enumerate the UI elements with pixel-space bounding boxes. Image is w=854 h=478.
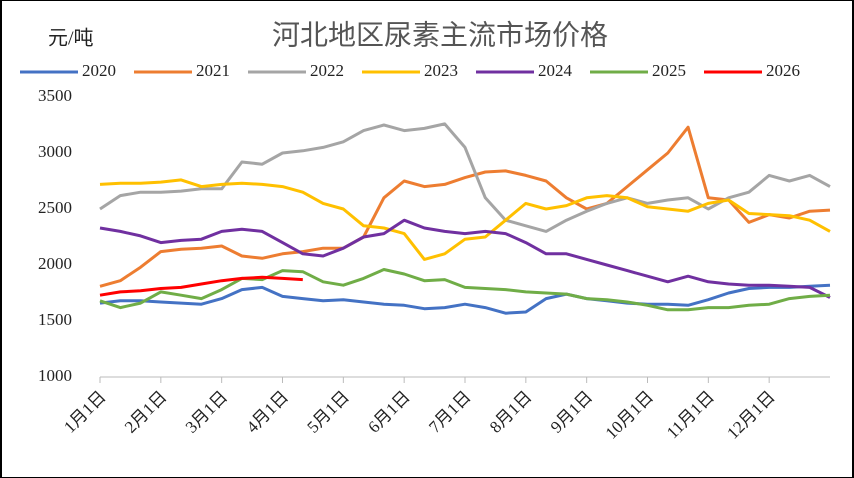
- y-tick-label: 1000: [38, 366, 72, 385]
- legend-label: 2020: [82, 61, 116, 80]
- series-line: [99, 178, 831, 261]
- series-line: [99, 122, 831, 233]
- y-tick-label: 3000: [38, 142, 72, 161]
- legend-label: 2024: [538, 61, 573, 80]
- legend-label: 2022: [310, 61, 344, 80]
- chart-title: 河北地区尿素主流市场价格: [272, 19, 608, 51]
- series-line: [99, 268, 831, 312]
- y-tick-label: 2000: [38, 254, 72, 273]
- y-tick-label: 2500: [38, 198, 72, 217]
- legend-label: 2021: [196, 61, 230, 80]
- series-line: [99, 218, 831, 299]
- legend-label: 2025: [652, 61, 686, 80]
- y-tick-label: 3500: [38, 86, 72, 105]
- series-line: [99, 125, 831, 288]
- y-tick-label: 1500: [38, 310, 72, 329]
- y-axis-label: 元/吨: [48, 27, 94, 50]
- series-line: [99, 283, 831, 315]
- legend-label: 2026: [766, 61, 800, 80]
- series-line: [99, 275, 303, 297]
- legend-label: 2023: [424, 61, 458, 80]
